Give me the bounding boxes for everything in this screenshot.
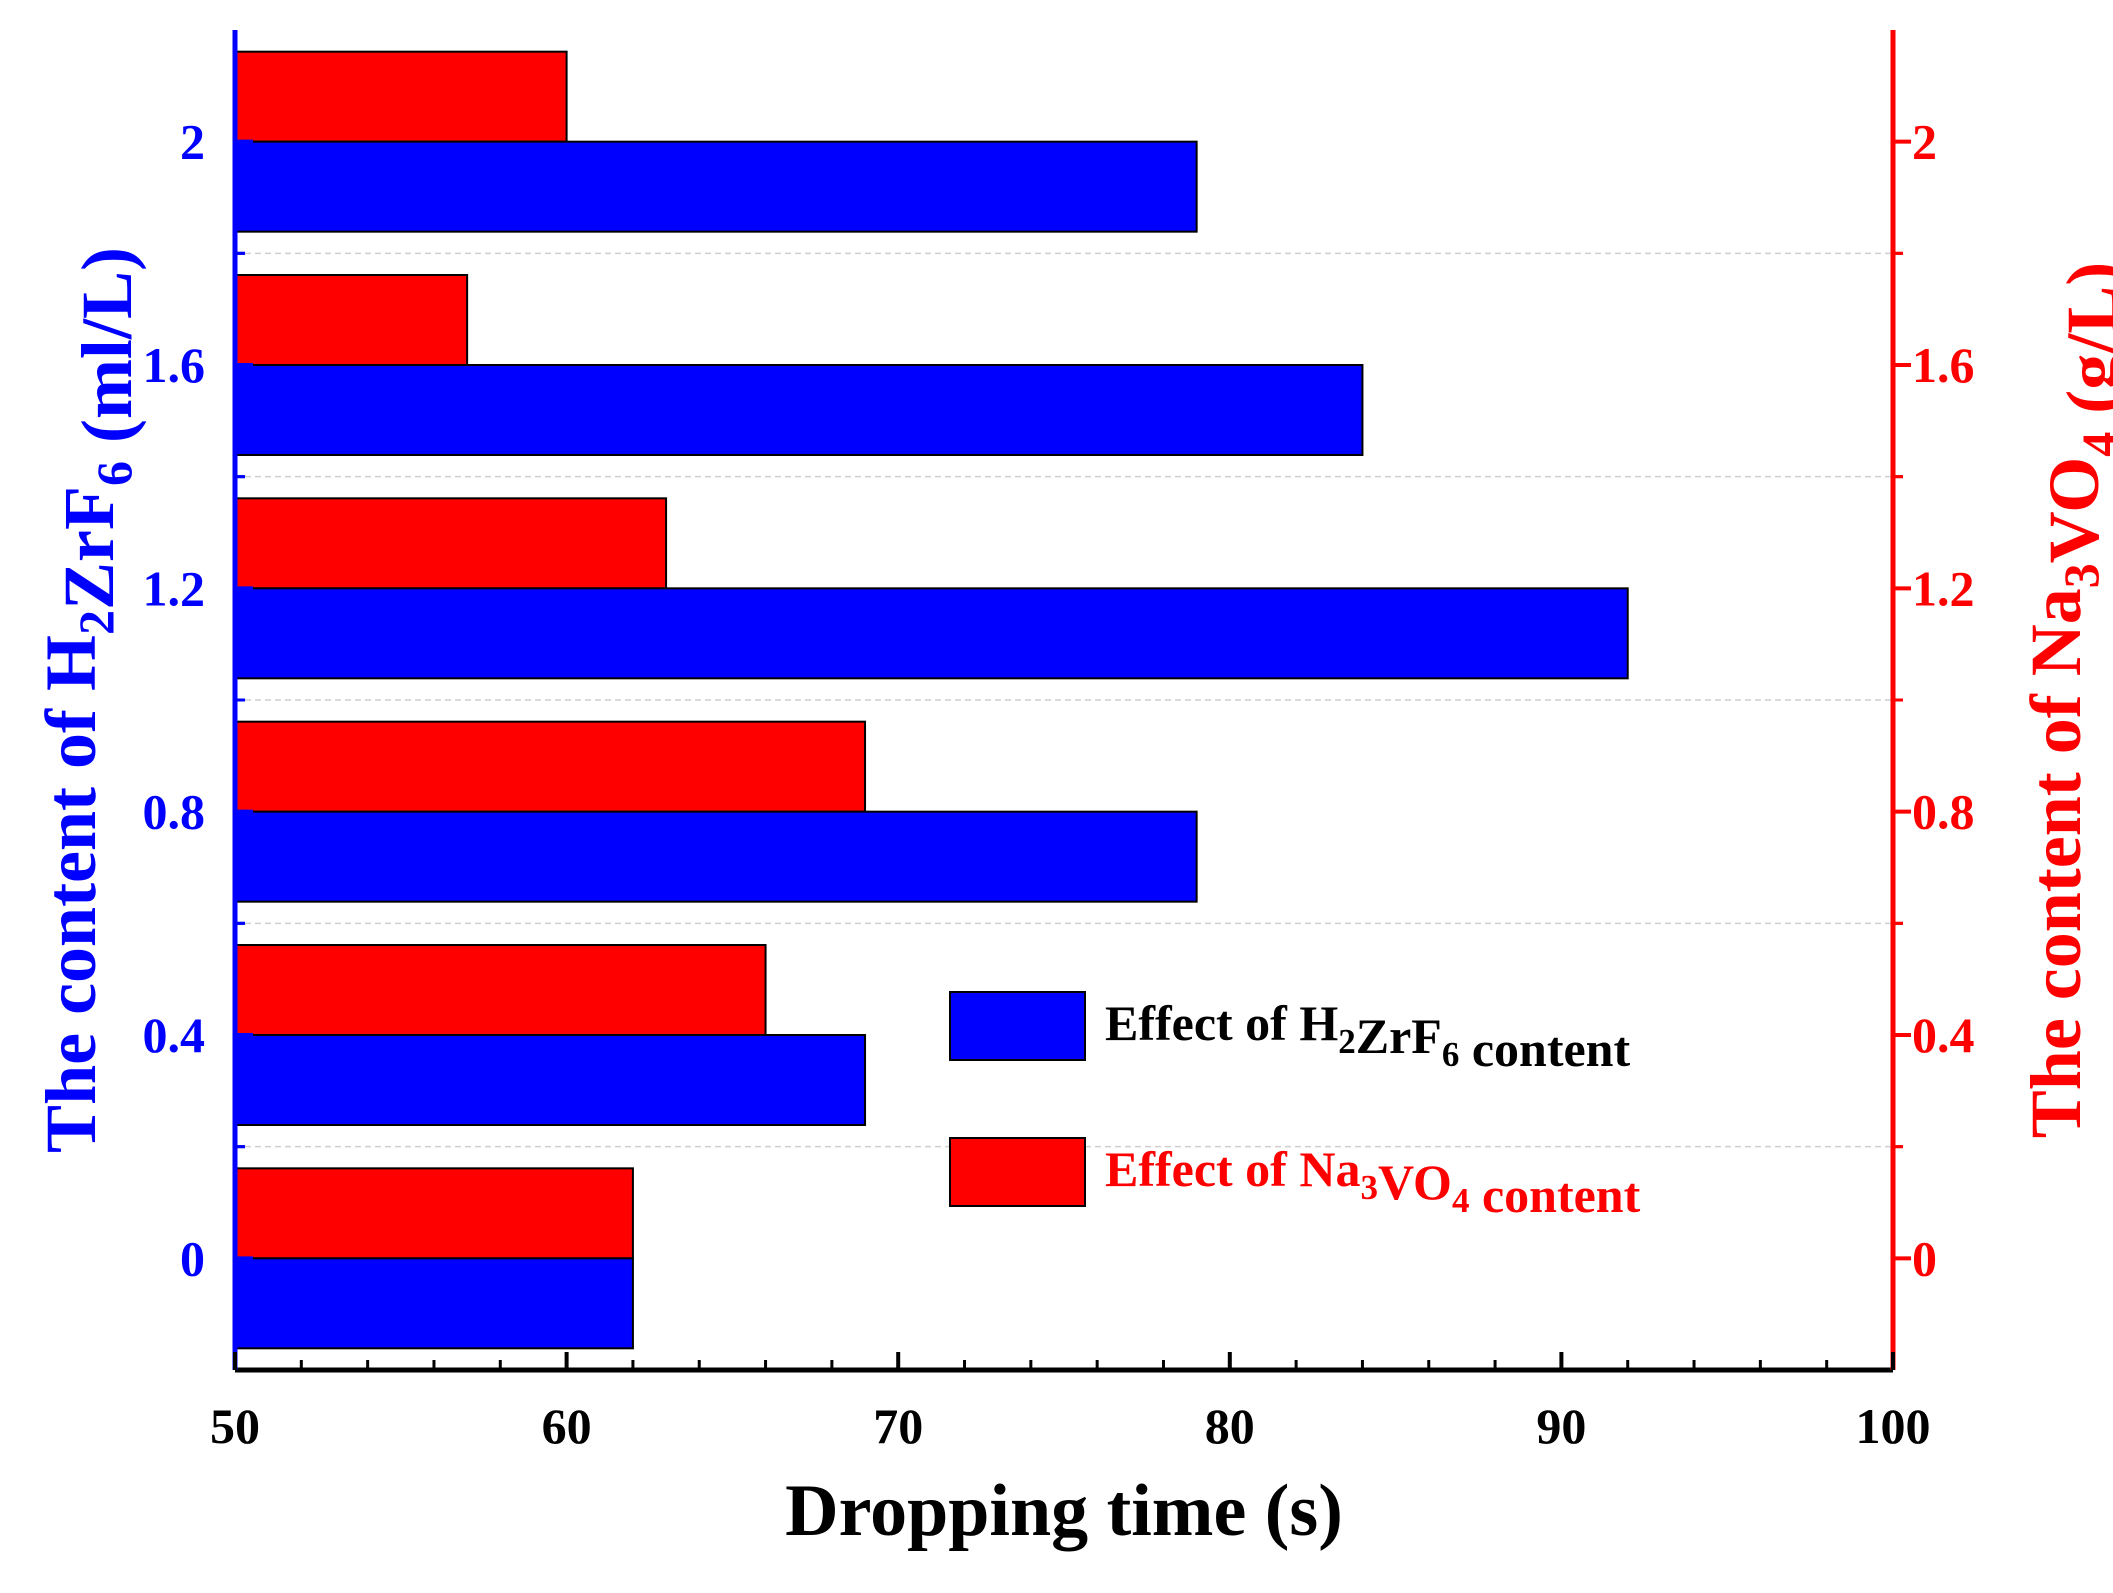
y-right-tick-label: 2: [1912, 114, 1937, 170]
y-left-tick-label: 1.6: [143, 337, 206, 393]
bars: [234, 50, 1629, 1350]
bar-na3vo4-1.6: [234, 274, 469, 366]
bar-na3vo4-0: [234, 1167, 634, 1260]
legend-swatch-h2zrf6: [949, 991, 1086, 1061]
y-left-tick-label: 2: [180, 114, 205, 170]
x-tick-label: 50: [210, 1398, 260, 1454]
bar-h2zrf6-2: [234, 140, 1198, 233]
y-left-tick-label: 0: [180, 1230, 205, 1286]
bar-h2zrf6-0.4: [234, 1034, 867, 1126]
bar-na3vo4-1.2: [234, 497, 668, 590]
y-left-tick-label: 0.8: [143, 784, 206, 840]
x-tick-label: 100: [1856, 1398, 1931, 1454]
bar-h2zrf6-0: [234, 1257, 634, 1350]
legend-label-h2zrf6: Effect of H2ZrF6 content: [1105, 995, 1630, 1077]
bar-h2zrf6-1.2: [234, 587, 1629, 680]
x-tick-label: 80: [1205, 1398, 1255, 1454]
bar-na3vo4-0.8: [234, 720, 867, 813]
bar-h2zrf6-0.8: [234, 810, 1198, 903]
y-right-tick-label: 1.6: [1912, 337, 1975, 393]
x-tick-label: 60: [542, 1398, 592, 1454]
y-axis-right-title: The content of Na3VO4 (g/L): [2016, 262, 2113, 1139]
x-axis-title: Dropping time (s): [785, 1470, 1343, 1552]
bar-na3vo4-0.4: [234, 944, 767, 1036]
y-axis-left-title: The content of H2ZrF6 (ml/L): [31, 247, 147, 1153]
x-tick-label: 70: [873, 1398, 923, 1454]
y-left-tick-label: 0.4: [143, 1007, 206, 1063]
labels: 50 60 70 80 90 100 0 0.4 0.8 1.2 1.6 2 0 0.4 0.8 1.2 1.6…: [31, 114, 2113, 1552]
legend-label-na3vo4: Effect of Na3VO4 content: [1105, 1141, 1641, 1223]
y-right-tick-label: 0.8: [1912, 784, 1975, 840]
y-left-tick-label: 1.2: [143, 560, 206, 616]
x-tick-label: 90: [1536, 1398, 1586, 1454]
legend: Effect of H2ZrF6 content Effect of Na3VO4…: [949, 991, 1641, 1223]
y-right-tick-label: 1.2: [1912, 560, 1975, 616]
axes: [232, 30, 1911, 1373]
bar-na3vo4-2: [234, 50, 568, 143]
y-right-tick-label: 0.4: [1912, 1007, 1975, 1063]
legend-swatch-na3vo4: [949, 1137, 1086, 1207]
bar-h2zrf6-1.6: [234, 364, 1364, 456]
gridlines: [235, 252, 1893, 1148]
y-right-tick-label: 0: [1912, 1230, 1937, 1286]
